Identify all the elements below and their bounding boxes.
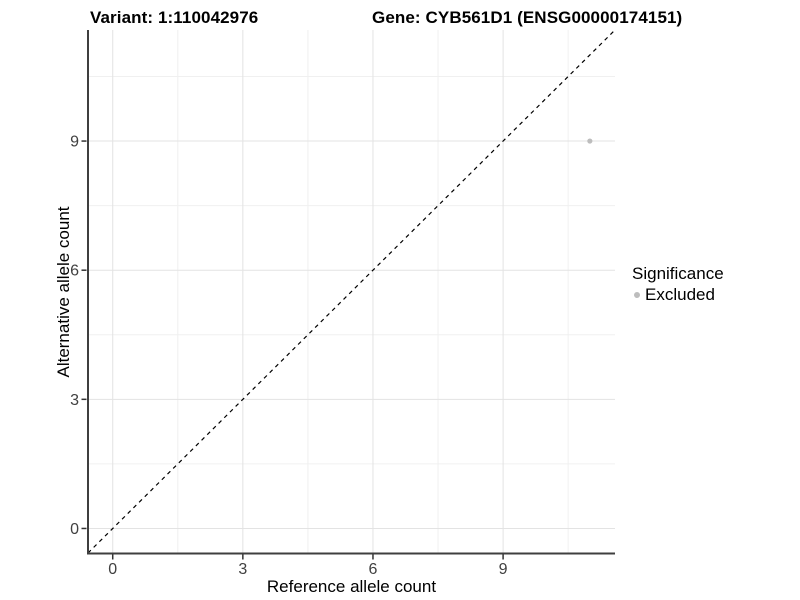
legend-title: Significance bbox=[632, 264, 724, 283]
data-point bbox=[587, 138, 593, 144]
identity-line bbox=[87, 29, 616, 554]
y-tick-label: 9 bbox=[70, 134, 79, 151]
x-tick-label: 3 bbox=[238, 561, 247, 578]
x-tick-label: 0 bbox=[108, 561, 117, 578]
y-axis-title: Alternative allele count bbox=[54, 206, 73, 378]
excluded-point-icon bbox=[634, 292, 640, 298]
legend-item-label: Excluded bbox=[645, 285, 715, 304]
x-axis-title: Reference allele count bbox=[266, 577, 437, 596]
y-tick-label: 6 bbox=[70, 263, 79, 280]
x-tick-label: 6 bbox=[369, 561, 378, 578]
variant-title: Variant: 1:110042976 bbox=[90, 8, 259, 27]
x-tick-label: 9 bbox=[499, 561, 508, 578]
y-tick-label: 3 bbox=[70, 392, 79, 409]
y-tick-label: 0 bbox=[70, 521, 79, 538]
legend: Significance Excluded bbox=[632, 264, 724, 305]
legend-item-excluded: Excluded bbox=[632, 285, 724, 305]
gene-title: Gene: CYB561D1 (ENSG00000174151) bbox=[372, 8, 683, 27]
